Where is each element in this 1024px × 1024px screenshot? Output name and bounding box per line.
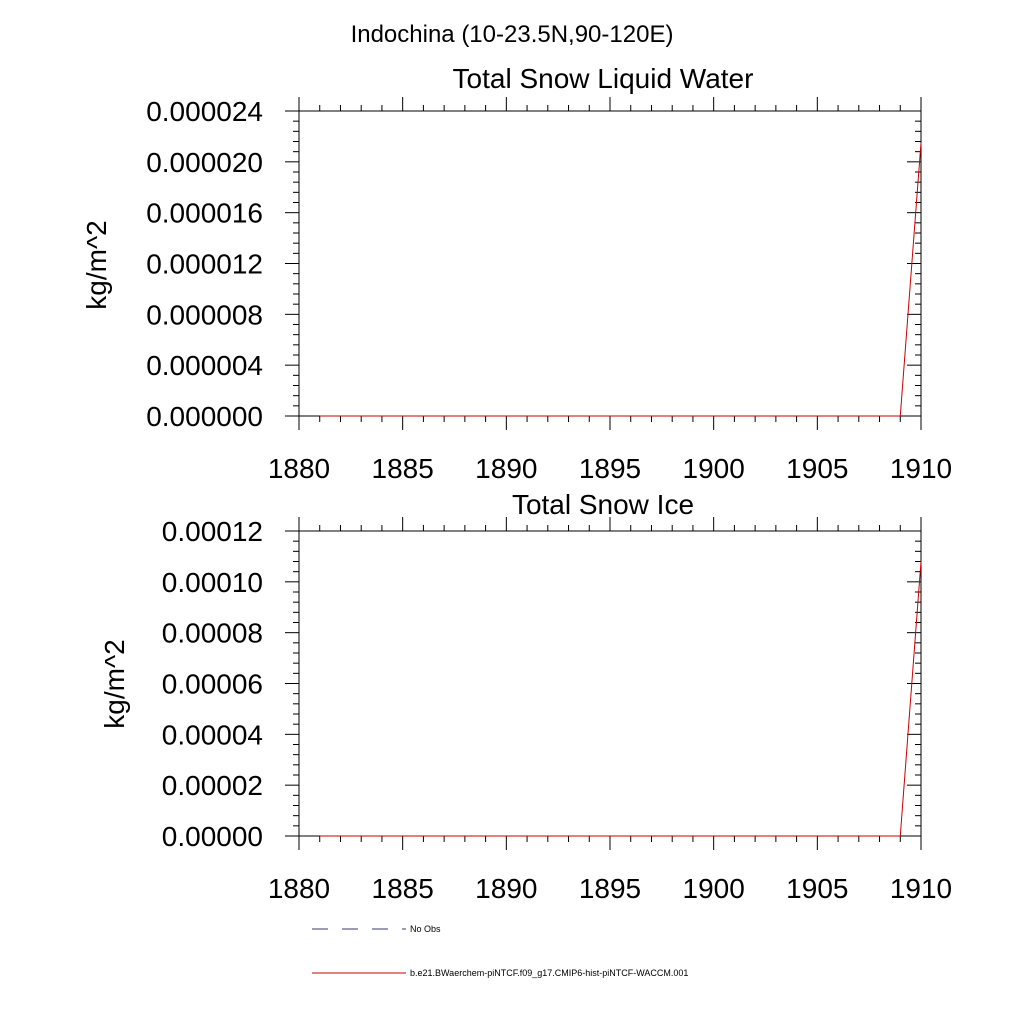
x-tick-label: 1900 (683, 453, 745, 484)
x-tick-label: 1890 (475, 453, 537, 484)
series-line-model (319, 561, 922, 837)
y-tick-label: 0.000020 (146, 147, 263, 178)
legend-label: No Obs (410, 924, 441, 934)
x-tick-label: 1905 (786, 453, 848, 484)
x-tick-label: 1880 (268, 453, 330, 484)
y-tick-label: 0.000012 (146, 249, 263, 280)
panel-title: Total Snow Ice (512, 489, 694, 520)
y-tick-label: 0.00000 (162, 821, 263, 852)
x-tick-label: 1895 (579, 873, 641, 904)
y-tick-label: 0.00012 (162, 516, 263, 547)
x-tick-label: 1890 (475, 873, 537, 904)
y-tick-label: 0.000000 (146, 401, 263, 432)
panel-title: Total Snow Liquid Water (453, 63, 754, 94)
x-tick-label: 1910 (890, 873, 952, 904)
x-tick-label: 1885 (372, 453, 434, 484)
y-tick-label: 0.00006 (162, 669, 263, 700)
legend: No Obs b.e21.BWaerchem-piNTCF.f09_g17.CM… (312, 924, 688, 978)
y-tick-label: 0.000008 (146, 299, 263, 330)
x-tick-label: 1880 (268, 873, 330, 904)
plot-frame (298, 110, 922, 417)
y-tick-label: 0.000024 (146, 96, 263, 127)
y-tick-label: 0.000004 (146, 350, 263, 381)
plot-frame (298, 530, 922, 837)
series-line-model (319, 142, 922, 417)
main-title: Indochina (10-23.5N,90-120E) (351, 21, 674, 48)
y-tick-label: 0.000016 (146, 198, 263, 229)
x-tick-label: 1895 (579, 453, 641, 484)
panel-snow-liquid-water: Total Snow Liquid Water kg/m^2 1880 1885 1… (81, 63, 952, 484)
y-axis-label: kg/m^2 (99, 639, 130, 728)
x-tick-label: 1905 (786, 873, 848, 904)
legend-label: b.e21.BWaerchem-piNTCF.f09_g17.CMIP6-his… (410, 968, 688, 978)
y-tick-label: 0.00002 (162, 770, 263, 801)
y-tick-label: 0.00010 (162, 567, 263, 598)
legend-item-model: b.e21.BWaerchem-piNTCF.f09_g17.CMIP6-his… (312, 968, 688, 978)
panel-snow-ice: Total Snow Ice kg/m^2 1880 1885 1890 1895 19… (99, 489, 952, 904)
x-tick-label: 1900 (683, 873, 745, 904)
y-axis-label: kg/m^2 (81, 220, 112, 309)
y-tick-label: 0.00004 (162, 719, 263, 750)
y-tick-label: 0.00008 (162, 618, 263, 649)
x-tick-label: 1885 (372, 873, 434, 904)
legend-item-no-obs: No Obs (312, 924, 441, 934)
x-tick-label: 1910 (890, 453, 952, 484)
